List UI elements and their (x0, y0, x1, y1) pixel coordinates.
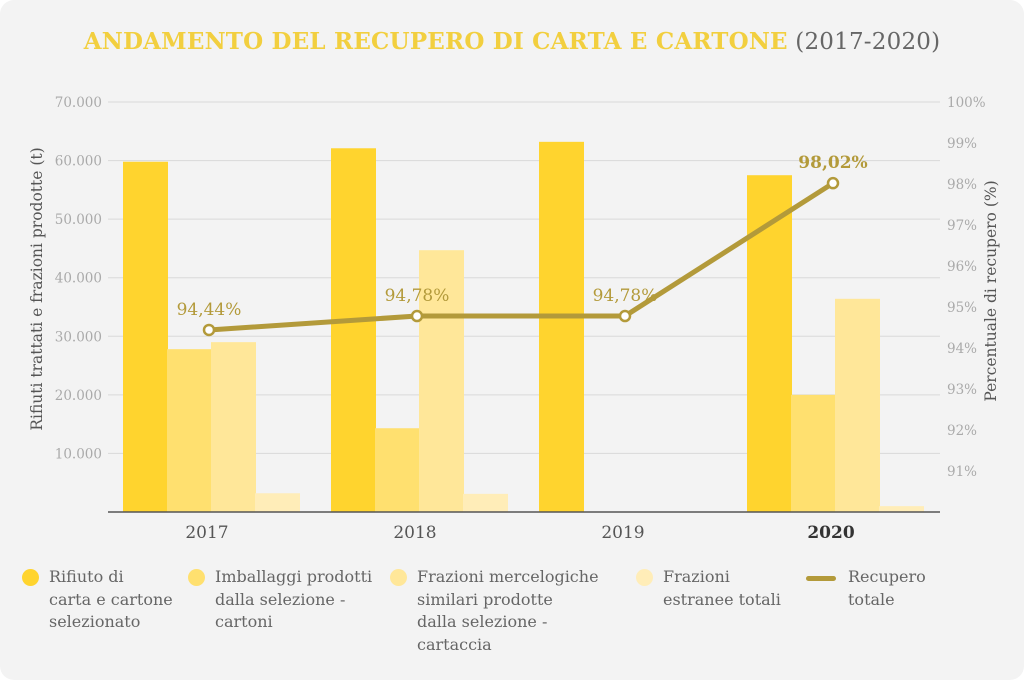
y-tick-label: 40.000 (55, 271, 102, 287)
y2-tick-label: 93% (947, 382, 977, 398)
bar (331, 148, 376, 512)
recovery-line (206, 180, 836, 333)
bar (167, 349, 212, 512)
x-tick-label: 2017 (185, 523, 228, 543)
recovery-point (826, 176, 840, 190)
legend-swatch (22, 569, 39, 586)
legend-label: Rifiuto di carta e cartone selezionato (49, 567, 173, 631)
legend-swatch (390, 569, 407, 586)
recovery-data-label: 94,44% (177, 300, 242, 320)
x-tick-label: 2018 (393, 523, 436, 543)
legend-item: Frazioni mercelogiche similari prodotte … (390, 566, 599, 656)
y2-tick-label: 100% (947, 95, 986, 111)
chart-svg: 10.000 20.000 30.000 40.000 50.000 60.000 70.0… (28, 95, 1000, 543)
bar (255, 493, 300, 512)
legend-swatch (636, 569, 653, 586)
legend-item: Frazioni estranee totali (636, 566, 781, 611)
y-tick-label: 60.000 (55, 154, 102, 170)
x-tick-label: 2019 (601, 523, 644, 543)
bar (539, 141, 584, 513)
y-tick-label: 20.000 (55, 388, 102, 404)
y-tick-label: 10.000 (55, 446, 102, 462)
legend-label: Recupero totale (848, 567, 926, 609)
y2-tick-label: 91% (947, 464, 977, 480)
legend-item: Rifiuto di carta e cartone selezionato (22, 566, 173, 634)
recovery-point (410, 309, 424, 323)
bar (463, 493, 508, 512)
y2-tick-label: 98% (947, 177, 977, 193)
recovery-data-label: 94,78% (385, 286, 450, 306)
y-axis-title: Rifiuti trattati e frazioni prodotte (t) (28, 147, 46, 430)
y2-tick-label: 99% (947, 136, 977, 152)
bar (123, 161, 168, 512)
legend-line-swatch (806, 576, 836, 581)
legend-item: Recupero totale (806, 566, 926, 611)
y2-tick-label: 95% (947, 300, 977, 316)
legend-label: Imballaggi prodotti dalla selezione - ca… (215, 567, 373, 631)
recovery-data-label: 98,02% (798, 153, 867, 173)
recovery-point (618, 309, 632, 323)
bar (375, 428, 420, 512)
x-tick-label: 2020 (807, 523, 854, 543)
legend-item: Imballaggi prodotti dalla selezione - ca… (188, 566, 372, 634)
bar (835, 298, 880, 512)
legend-swatch (188, 569, 205, 586)
bar (791, 394, 836, 512)
y-tick-label: 70.000 (55, 95, 102, 111)
chart-title-main: ANDAMENTO DEL RECUPERO DI CARTA E CARTON… (83, 28, 788, 55)
y2-tick-label: 94% (947, 341, 977, 357)
bar (419, 250, 464, 512)
legend-label: Frazioni estranee totali (663, 567, 781, 609)
recovery-point (202, 323, 216, 337)
bar (879, 506, 924, 512)
recovery-data-label: 94,78% (593, 286, 658, 306)
y2-tick-label: 92% (947, 423, 977, 439)
y2-tick-label: 97% (947, 218, 977, 234)
bar (211, 342, 256, 512)
y-tick-label: 50.000 (55, 212, 102, 228)
legend-label: Frazioni mercelogiche similari prodotte … (417, 567, 599, 654)
y2-axis-title: Percentuale di recupero (%) (982, 180, 1000, 401)
chart-title: ANDAMENTO DEL RECUPERO DI CARTA E CARTON… (0, 28, 1024, 55)
y2-tick-label: 96% (947, 259, 977, 275)
chart-legend: Rifiuto di carta e cartone selezionato Im… (0, 566, 1024, 676)
y-tick-label: 30.000 (55, 329, 102, 345)
chart-title-years: (2017-2020) (795, 29, 941, 55)
